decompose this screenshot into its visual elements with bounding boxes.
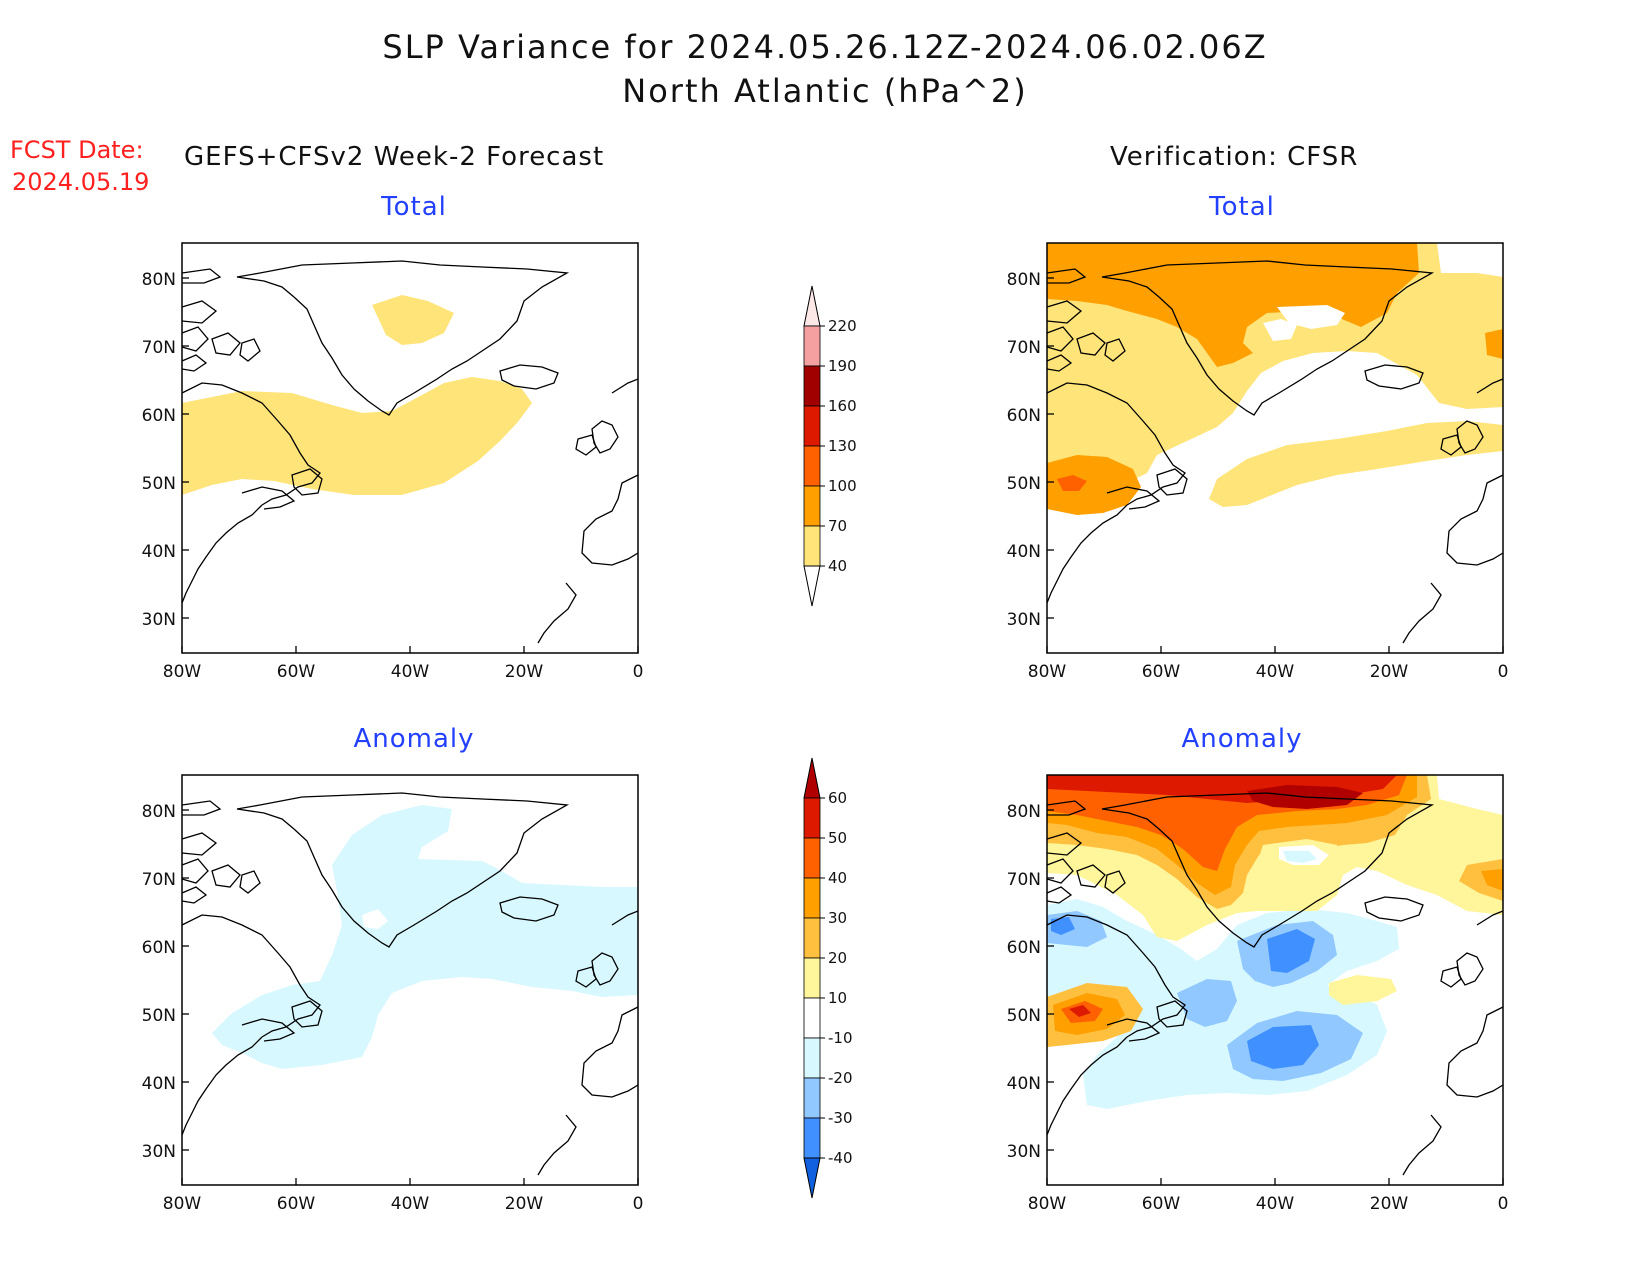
- colorbar-label: 40: [828, 557, 847, 575]
- colorbar-bottom-arrow: [803, 1157, 821, 1199]
- colorbar-top-arrow: [803, 757, 821, 799]
- colorbar-segment: [803, 365, 821, 407]
- panel-title-verification-anomaly: Anomaly: [1181, 724, 1303, 754]
- lon-label-60w: 60W: [1142, 662, 1181, 682]
- lat-label-80n: 80N: [1007, 802, 1041, 822]
- lon-label-20w: 20W: [1370, 1194, 1409, 1214]
- colorbar-label: 100: [828, 477, 857, 495]
- main-subtitle: North Atlantic (hPa^2): [622, 72, 1028, 110]
- colorbar-label: 30: [828, 909, 847, 927]
- fcst-date-label: FCST Date:: [10, 136, 144, 164]
- colorbar-label: 130: [828, 437, 857, 455]
- colorbar-segment: [803, 1037, 821, 1079]
- lat-label-30n: 30N: [142, 1142, 176, 1162]
- colorbar-segment: [803, 957, 821, 999]
- lat-label-70n: 70N: [142, 870, 176, 890]
- colorbar-label: 40: [828, 869, 847, 887]
- colorbar-segment: [803, 445, 821, 487]
- colorbar-label: 70: [828, 517, 847, 535]
- lat-label-60n: 60N: [1007, 938, 1041, 958]
- axes-layer: 80N 70N 60N 50N 40N 30N 80W 60W 40W 20W 0 80N 70N 60N…: [142, 270, 1509, 1214]
- lon-label-0: 0: [1498, 1194, 1509, 1214]
- lat-label-80n: 80N: [1007, 270, 1041, 290]
- lon-label-60w: 60W: [277, 1194, 316, 1214]
- lon-label-40w: 40W: [1256, 662, 1295, 682]
- colorbar-total: 220 190 160 130 100 70 40: [803, 285, 857, 607]
- colorbar-segment: [803, 1077, 821, 1119]
- panel-title-verification-total: Total: [1209, 192, 1275, 222]
- colorbar-top-arrow: [803, 285, 821, 327]
- map-verification-anomaly: [1046, 774, 1504, 1186]
- lat-label-50n: 50N: [142, 1006, 176, 1026]
- colorbar-label: -20: [828, 1069, 853, 1087]
- lon-label-80w: 80W: [1028, 1194, 1067, 1214]
- colorbar-segment: [803, 325, 821, 367]
- colorbar-label: 50: [828, 829, 847, 847]
- colorbar-label: -40: [828, 1149, 853, 1167]
- lon-label-20w: 20W: [505, 662, 544, 682]
- colorbar-segment: [803, 1117, 821, 1159]
- colorbar-label: -10: [828, 1029, 853, 1047]
- lat-label-30n: 30N: [142, 610, 176, 630]
- lat-label-30n: 30N: [1007, 610, 1041, 630]
- colorbar-segment: [803, 405, 821, 447]
- lon-label-60w: 60W: [1142, 1194, 1181, 1214]
- lon-label-40w: 40W: [391, 1194, 430, 1214]
- lat-label-70n: 70N: [1007, 870, 1041, 890]
- colorbar-label: 20: [828, 949, 847, 967]
- lon-label-20w: 20W: [1370, 662, 1409, 682]
- lat-label-40n: 40N: [142, 542, 176, 562]
- colorbar-label: -30: [828, 1109, 853, 1127]
- forecast-header: GEFS+CFSv2 Week-2 Forecast: [184, 142, 605, 172]
- panel-title-forecast-anomaly: Anomaly: [353, 724, 475, 754]
- panel-title-forecast-total: Total: [381, 192, 447, 222]
- lon-label-0: 0: [633, 1194, 644, 1214]
- map-forecast-anomaly: [181, 774, 639, 1186]
- colorbar-segment: [803, 485, 821, 527]
- lat-label-50n: 50N: [1007, 1006, 1041, 1026]
- lon-label-40w: 40W: [391, 662, 430, 682]
- lat-label-50n: 50N: [1007, 474, 1041, 494]
- colorbar-segment: [803, 525, 821, 567]
- colorbar-anomaly: 60 50 40 30 20 10 -10 -20 -30 -40: [803, 757, 853, 1199]
- lat-label-70n: 70N: [1007, 338, 1041, 358]
- colorbar-label: 190: [828, 357, 857, 375]
- lat-label-80n: 80N: [142, 270, 176, 290]
- map-forecast-total: [181, 242, 639, 654]
- colorbar-segment: [803, 877, 821, 919]
- lon-label-60w: 60W: [277, 662, 316, 682]
- colorbar-label: 60: [828, 789, 847, 807]
- lon-label-80w: 80W: [163, 1194, 202, 1214]
- colorbar-segment: [803, 997, 821, 1039]
- fcst-date-value: 2024.05.19: [12, 168, 150, 196]
- colorbar-label: 220: [828, 317, 857, 335]
- lon-label-0: 0: [633, 662, 644, 682]
- map-verification-total: [1046, 242, 1504, 654]
- lon-label-80w: 80W: [1028, 662, 1067, 682]
- colorbar-bottom-arrow: [803, 565, 821, 607]
- lat-label-70n: 70N: [142, 338, 176, 358]
- colorbar-label: 10: [828, 989, 847, 1007]
- lat-label-60n: 60N: [1007, 406, 1041, 426]
- lat-label-50n: 50N: [142, 474, 176, 494]
- lat-label-30n: 30N: [1007, 1142, 1041, 1162]
- lon-label-40w: 40W: [1256, 1194, 1295, 1214]
- lat-label-60n: 60N: [142, 938, 176, 958]
- main-title: SLP Variance for 2024.05.26.12Z-2024.06.…: [382, 28, 1268, 66]
- colorbar-segment: [803, 837, 821, 879]
- lat-label-40n: 40N: [142, 1074, 176, 1094]
- lon-label-20w: 20W: [505, 1194, 544, 1214]
- lat-label-60n: 60N: [142, 406, 176, 426]
- colorbar-segment: [803, 797, 821, 839]
- verification-header: Verification: CFSR: [1110, 142, 1359, 172]
- lat-label-40n: 40N: [1007, 1074, 1041, 1094]
- colorbar-label: 160: [828, 397, 857, 415]
- lon-label-80w: 80W: [163, 662, 202, 682]
- lat-label-40n: 40N: [1007, 542, 1041, 562]
- lon-label-0: 0: [1498, 662, 1509, 682]
- lat-label-80n: 80N: [142, 802, 176, 822]
- colorbar-segment: [803, 917, 821, 959]
